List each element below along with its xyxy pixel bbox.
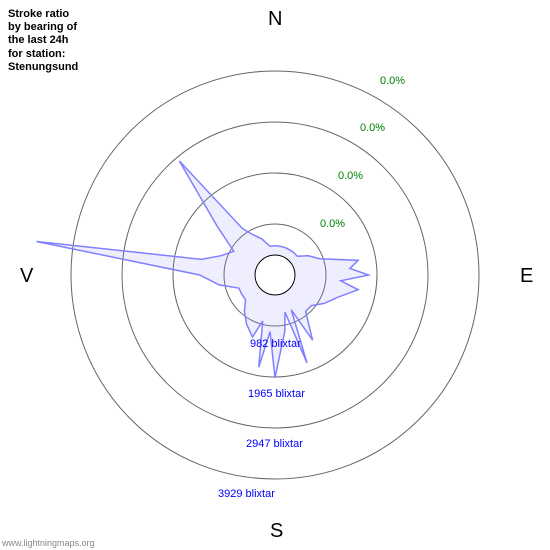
compass-n: N [268,8,282,31]
polar-chart [0,0,550,550]
compass-e: E [520,265,533,288]
chart-title: Stroke ratio by bearing of the last 24h … [8,8,78,74]
compass-s: S [270,520,283,543]
percent-label-2: 0.0% [360,122,385,134]
blixtar-label-3: 3929 blixtar [218,488,275,500]
rose-polygon [37,161,369,378]
percent-label-3: 0.0% [380,75,405,87]
percent-label-1: 0.0% [338,170,363,182]
blixtar-label-2: 2947 blixtar [246,438,303,450]
attribution: www.lightningmaps.org [2,538,95,548]
compass-w: V [20,265,33,288]
blixtar-label-1: 1965 blixtar [248,388,305,400]
percent-label-0: 0.0% [320,218,345,230]
blixtar-label-0: 982 blixtar [250,338,301,350]
